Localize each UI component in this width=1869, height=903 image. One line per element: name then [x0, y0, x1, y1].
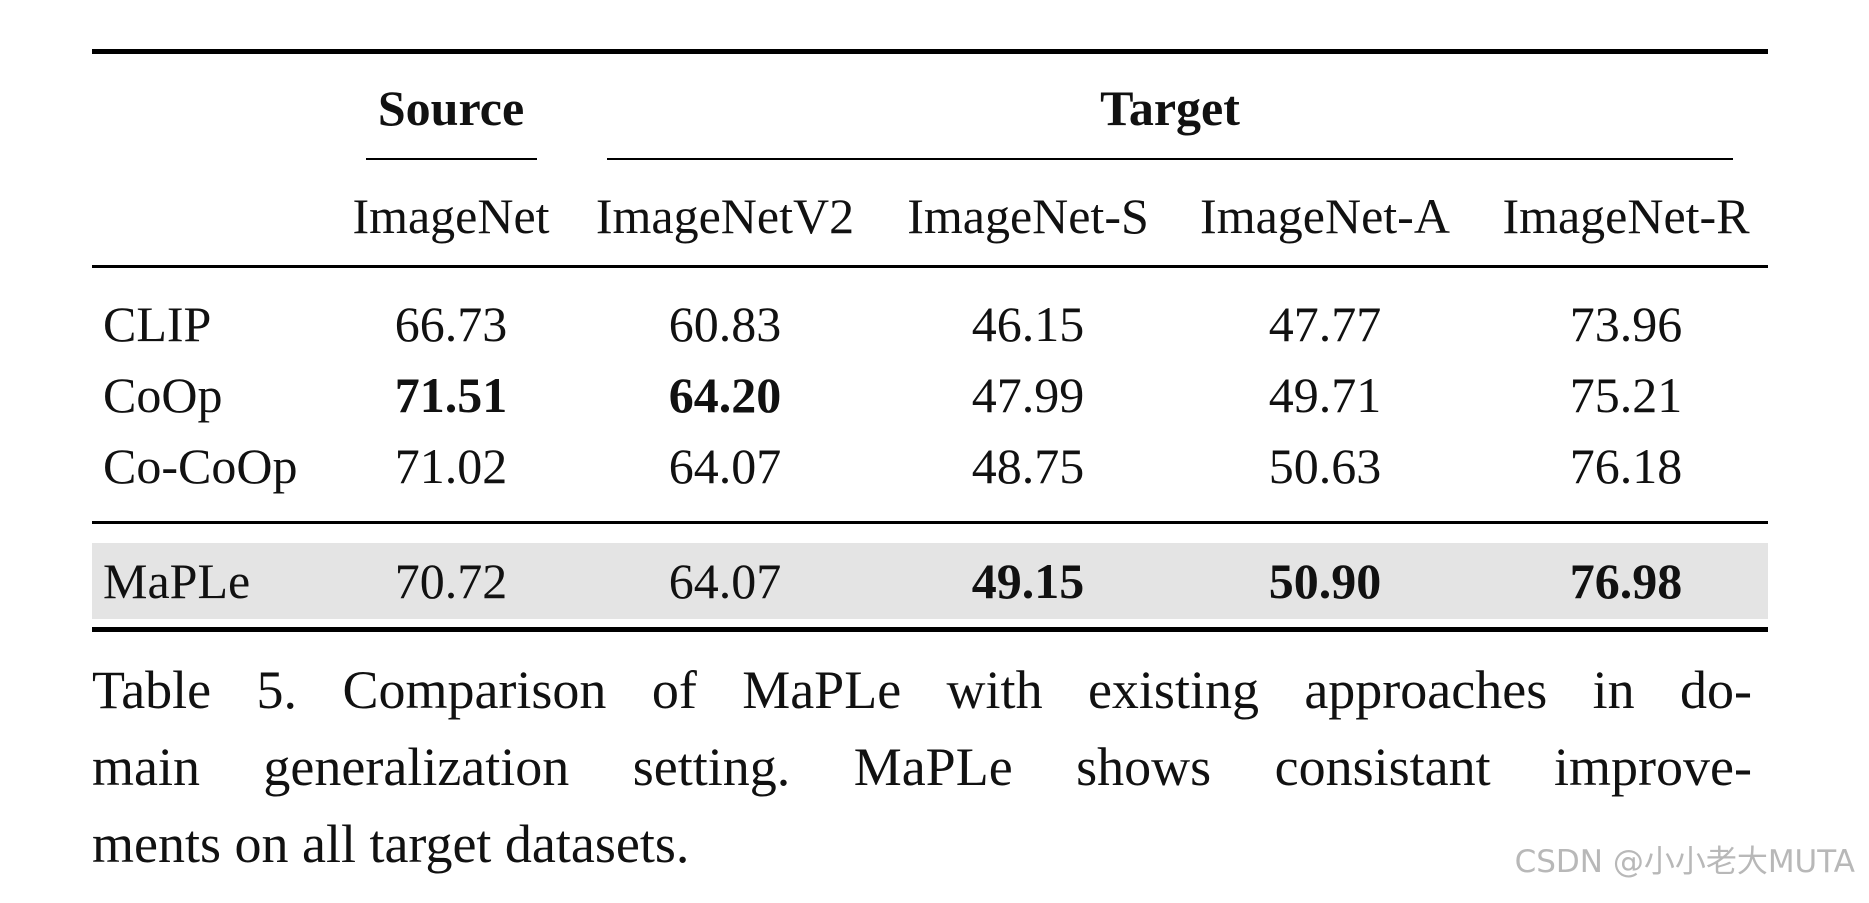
- table-top-rule: [92, 49, 1768, 54]
- table-cell-best: 49.15: [971, 553, 1085, 609]
- table-header-rule: [92, 265, 1768, 268]
- watermark: CSDN @小小老大MUTA: [1514, 844, 1855, 880]
- table-cell-best: 76.98: [1569, 553, 1683, 609]
- table-cell: 73.96: [1569, 296, 1683, 352]
- column-header-imagenet-r: ImageNet-R: [1502, 188, 1750, 244]
- target-group-rule: [607, 158, 1733, 160]
- table-cell: 64.07: [668, 553, 782, 609]
- table-separator-rule: [92, 521, 1768, 524]
- table-cell: 71.02: [394, 438, 508, 494]
- row-method-co-coop: Co-CoOp: [103, 438, 298, 494]
- source-group-header: Source: [377, 80, 525, 136]
- column-header-imagenet-s: ImageNet-S: [907, 188, 1149, 244]
- table-cell: 66.73: [394, 296, 508, 352]
- highlighted-row-background: [92, 543, 1768, 619]
- row-method-coop: CoOp: [103, 367, 223, 423]
- table-cell: 76.18: [1569, 438, 1683, 494]
- table-cell: 70.72: [394, 553, 508, 609]
- caption-line: main generalization setting. MaPLe shows…: [92, 737, 1752, 797]
- column-header-imagenetv2: ImageNetV2: [595, 188, 855, 244]
- caption-line: ments on all target datasets.: [92, 814, 690, 874]
- caption-line: Table 5. Comparison of MaPLe with existi…: [92, 660, 1752, 720]
- column-header-imagenet: ImageNet: [352, 188, 550, 244]
- table-cell: 46.15: [971, 296, 1085, 352]
- table-cell: 48.75: [971, 438, 1085, 494]
- table-cell: 49.71: [1268, 367, 1382, 423]
- table-cell-best: 71.51: [394, 367, 508, 423]
- table-cell: 75.21: [1569, 367, 1683, 423]
- row-method-maple: MaPLe: [103, 553, 251, 609]
- table-cell: 47.77: [1268, 296, 1382, 352]
- table-bottom-rule: [92, 627, 1768, 632]
- source-group-rule: [366, 158, 537, 160]
- table-cell: 50.63: [1268, 438, 1382, 494]
- table-cell-best: 64.20: [668, 367, 782, 423]
- table-caption: Table 5. Comparison of MaPLe with existi…: [92, 652, 1752, 883]
- table-cell: 64.07: [668, 438, 782, 494]
- target-group-header: Target: [1100, 80, 1240, 136]
- table-cell: 60.83: [668, 296, 782, 352]
- column-header-imagenet-a: ImageNet-A: [1200, 188, 1450, 244]
- table-cell-best: 50.90: [1268, 553, 1382, 609]
- table-cell: 47.99: [971, 367, 1085, 423]
- row-method-clip: CLIP: [103, 296, 212, 352]
